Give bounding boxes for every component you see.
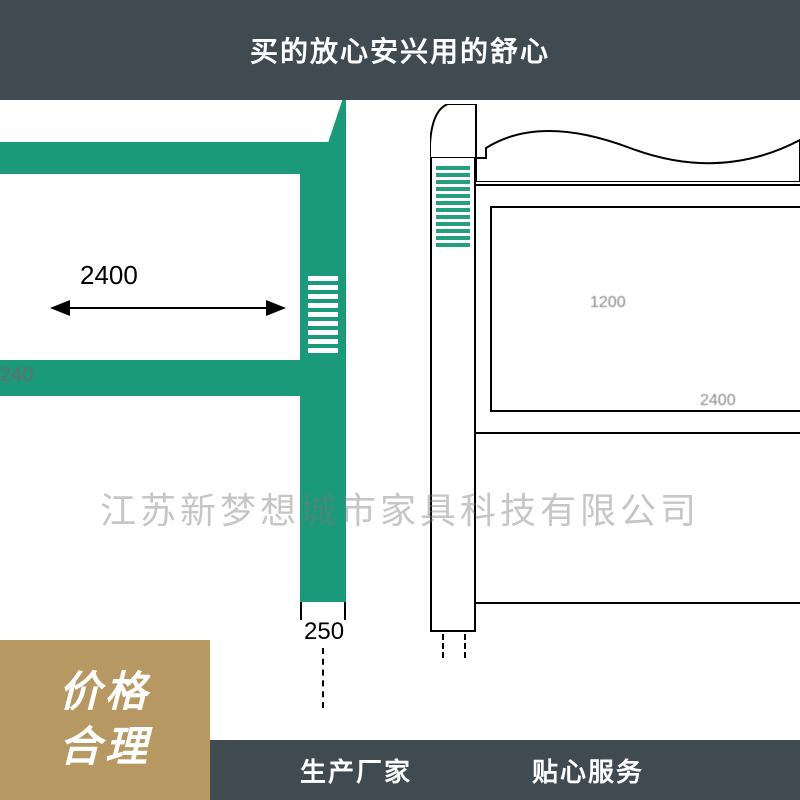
slat bbox=[308, 294, 338, 299]
slat bbox=[436, 208, 470, 212]
curve-path bbox=[430, 104, 800, 182]
right-divider bbox=[476, 432, 800, 434]
footer-bar: 生产厂家 贴心服务 bbox=[210, 740, 800, 800]
left-top-curve bbox=[300, 100, 346, 144]
slat bbox=[308, 276, 338, 281]
slat bbox=[308, 330, 338, 335]
top-banner: 买的放心安兴用的舒心 bbox=[0, 0, 800, 100]
slat bbox=[436, 201, 470, 205]
slat bbox=[436, 173, 470, 177]
slat bbox=[308, 339, 338, 344]
slat bbox=[436, 243, 470, 247]
slat bbox=[436, 222, 470, 226]
slat bbox=[436, 236, 470, 240]
inner-dim-1200: 1200 bbox=[590, 294, 626, 312]
dimension-2400-label: 2400 bbox=[80, 260, 138, 291]
inner-dim-2400: 2400 bbox=[700, 392, 736, 410]
dashed-extension bbox=[322, 648, 324, 708]
promo-line1: 价格 bbox=[59, 665, 151, 720]
foot-tick bbox=[344, 602, 346, 620]
right-slats bbox=[436, 166, 470, 250]
slat bbox=[436, 194, 470, 198]
foot-tick bbox=[300, 602, 302, 620]
right-inner-box bbox=[490, 206, 800, 412]
diagram-area: 2400 240 250 bbox=[0, 100, 800, 660]
dimension-240-label: 240 bbox=[0, 364, 33, 387]
left-top-bar bbox=[0, 142, 342, 174]
arrow-left-icon bbox=[50, 300, 70, 316]
right-top-curve bbox=[430, 104, 800, 182]
slat bbox=[308, 285, 338, 290]
arrow-line bbox=[70, 307, 266, 309]
slat bbox=[308, 321, 338, 326]
slat bbox=[436, 187, 470, 191]
promo-badge: 价格 合理 bbox=[0, 640, 210, 800]
slat bbox=[436, 229, 470, 233]
slat bbox=[436, 180, 470, 184]
footer-item-2: 贴心服务 bbox=[532, 752, 644, 789]
promo-line2: 合理 bbox=[59, 720, 151, 775]
slat bbox=[436, 215, 470, 219]
footer-item-1: 生产厂家 bbox=[300, 752, 412, 789]
dimension-2400-arrow bbox=[50, 300, 286, 302]
right-foot-dashed bbox=[442, 634, 444, 658]
slat bbox=[308, 348, 338, 353]
left-mid-bar bbox=[0, 360, 342, 396]
arrow-right-icon bbox=[266, 300, 286, 316]
right-foot-dashed bbox=[464, 634, 466, 658]
dimension-250-label: 250 bbox=[304, 618, 344, 646]
left-slats bbox=[308, 276, 338, 357]
slat bbox=[436, 166, 470, 170]
banner-text: 买的放心安兴用的舒心 bbox=[250, 30, 550, 70]
slat bbox=[308, 303, 338, 308]
slat bbox=[308, 312, 338, 317]
